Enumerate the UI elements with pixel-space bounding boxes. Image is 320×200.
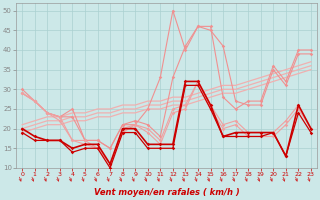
X-axis label: Vent moyen/en rafales ( km/h ): Vent moyen/en rafales ( km/h ) — [94, 188, 239, 197]
